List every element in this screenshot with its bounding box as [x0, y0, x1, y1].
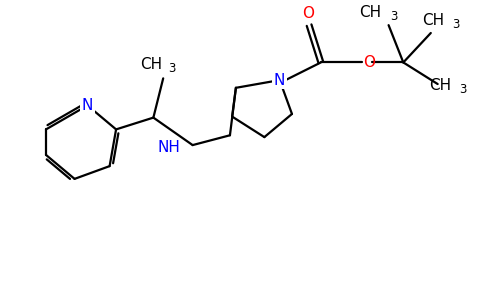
Text: O: O [363, 55, 375, 70]
Text: CH: CH [429, 79, 452, 94]
Text: N: N [274, 73, 286, 88]
Text: CH: CH [140, 57, 162, 72]
Text: 3: 3 [453, 18, 460, 31]
Text: O: O [302, 6, 314, 21]
Text: NH: NH [158, 140, 181, 154]
Text: 3: 3 [390, 10, 397, 23]
Text: 3: 3 [459, 83, 467, 96]
Text: 3: 3 [168, 62, 176, 75]
Text: CH: CH [360, 5, 382, 20]
Text: CH: CH [423, 13, 444, 28]
Text: N: N [82, 98, 93, 113]
